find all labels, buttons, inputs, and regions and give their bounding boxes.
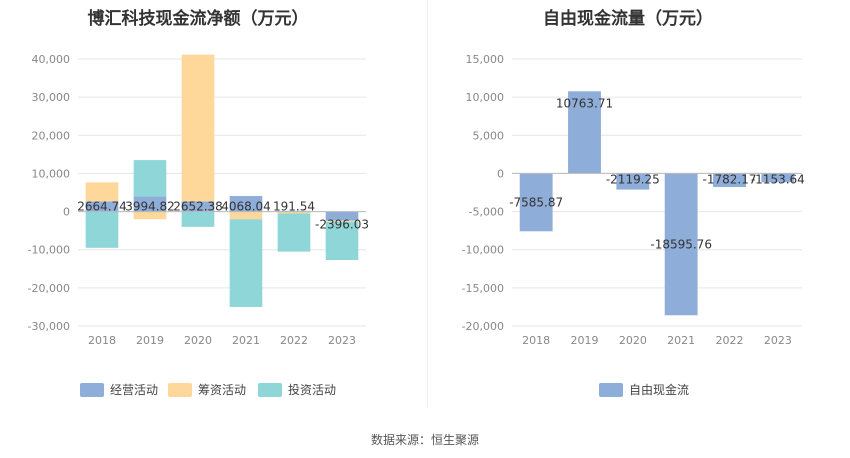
left-bar-经营活动-2018 — [85, 201, 119, 212]
left-bar-经营活动-2021 — [229, 196, 263, 212]
left-y-tick-label: 10,000 — [32, 167, 71, 180]
left-legend-swatch — [258, 383, 282, 397]
right-bar-自由现金流-2018 — [519, 173, 553, 232]
right-data-label: -1782.17 — [703, 172, 757, 186]
left-y-tick-label: 40,000 — [32, 53, 71, 66]
left-y-tick-label: 20,000 — [32, 129, 71, 142]
right-data-label: 10763.71 — [556, 96, 613, 110]
left-bar-投资活动-2023 — [325, 221, 359, 260]
right-x-tick-label: 2023 — [764, 334, 792, 347]
left-x-tick-label: 2018 — [88, 334, 116, 347]
right-y-tick-label: -10,000 — [462, 244, 504, 257]
left-chart-title: 博汇科技现金流净额（万元） — [87, 9, 309, 29]
right-data-label: -7585.87 — [509, 195, 563, 209]
right-x-tick-label: 2019 — [571, 334, 599, 347]
left-legend-swatch — [168, 383, 192, 397]
left-bar-投资活动-2021 — [229, 219, 263, 307]
right-bar-自由现金流-2020 — [616, 173, 650, 190]
left-y-tick-label: 30,000 — [32, 91, 71, 104]
right-x-tick-label: 2018 — [522, 334, 550, 347]
left-bar-经营活动-2023 — [325, 211, 359, 221]
left-legend-label: 筹资活动 — [198, 383, 246, 397]
left-data-label: 191.54 — [273, 200, 315, 214]
left-data-label: 2652.38 — [173, 200, 223, 214]
left-data-label: 3994.82 — [125, 200, 175, 214]
right-y-tick-label: 5,000 — [473, 129, 505, 142]
right-y-tick-label: 10,000 — [466, 91, 505, 104]
left-x-tick-label: 2023 — [328, 334, 356, 347]
right-y-tick-label: 15,000 — [466, 53, 505, 66]
right-x-tick-label: 2020 — [619, 334, 647, 347]
left-bar-筹资活动-2020 — [181, 54, 215, 202]
left-y-tick-label: -20,000 — [28, 282, 70, 295]
left-bar-投资活动-2019 — [133, 160, 167, 197]
right-data-label: -2119.25 — [606, 172, 660, 186]
left-x-tick-label: 2020 — [184, 334, 212, 347]
left-y-tick-label: -30,000 — [28, 320, 70, 333]
left-x-tick-label: 2019 — [136, 334, 164, 347]
right-y-tick-label: -20,000 — [462, 320, 504, 333]
left-data-label: 4068.04 — [221, 200, 271, 214]
left-bar-筹资活动-2023 — [325, 220, 359, 222]
right-y-tick-label: -15,000 — [462, 282, 504, 295]
left-bar-经营活动-2019 — [133, 196, 167, 212]
left-legend-label: 投资活动 — [288, 382, 336, 397]
left-x-tick-label: 2021 — [232, 334, 260, 347]
right-chart-title: 自由现金流量（万元） — [543, 9, 713, 29]
right-x-tick-label: 2021 — [667, 334, 695, 347]
right-bar-自由现金流-2022 — [713, 173, 746, 188]
left-data-label: -2396.03 — [315, 218, 369, 232]
right-y-tick-label: 0 — [497, 167, 504, 180]
chart-divider — [427, 0, 428, 408]
left-bar-筹资活动-2022 — [277, 211, 311, 214]
left-bar-投资活动-2018 — [85, 211, 119, 248]
right-data-label: -1153.64 — [751, 172, 805, 186]
right-legend-swatch — [599, 383, 623, 397]
left-bar-筹资活动-2018 — [85, 182, 119, 202]
left-legend-swatch — [80, 383, 104, 397]
left-bar-投资活动-2022 — [277, 213, 311, 252]
right-bar-自由现金流-2023 — [761, 173, 795, 183]
left-y-tick-label: -10,000 — [28, 244, 70, 257]
left-bar-投资活动-2020 — [181, 211, 215, 227]
left-x-tick-label: 2022 — [280, 334, 308, 347]
right-data-label: -18595.76 — [650, 237, 712, 251]
left-bar-筹资活动-2019 — [133, 211, 167, 220]
left-y-tick-label: 0 — [63, 206, 70, 219]
left-bar-筹资活动-2021 — [229, 211, 263, 220]
right-y-tick-label: -5,000 — [469, 206, 504, 219]
left-data-label: 2664.74 — [77, 200, 127, 214]
right-legend-label: 自由现金流 — [629, 382, 689, 397]
left-bar-经营活动-2020 — [181, 201, 215, 212]
left-legend-label: 经营活动 — [110, 383, 158, 397]
right-bar-自由现金流-2021 — [664, 173, 698, 316]
right-x-tick-label: 2022 — [716, 334, 744, 347]
right-bar-自由现金流-2019 — [568, 91, 601, 174]
data-source-label: 数据来源：恒生聚源 — [370, 433, 479, 447]
